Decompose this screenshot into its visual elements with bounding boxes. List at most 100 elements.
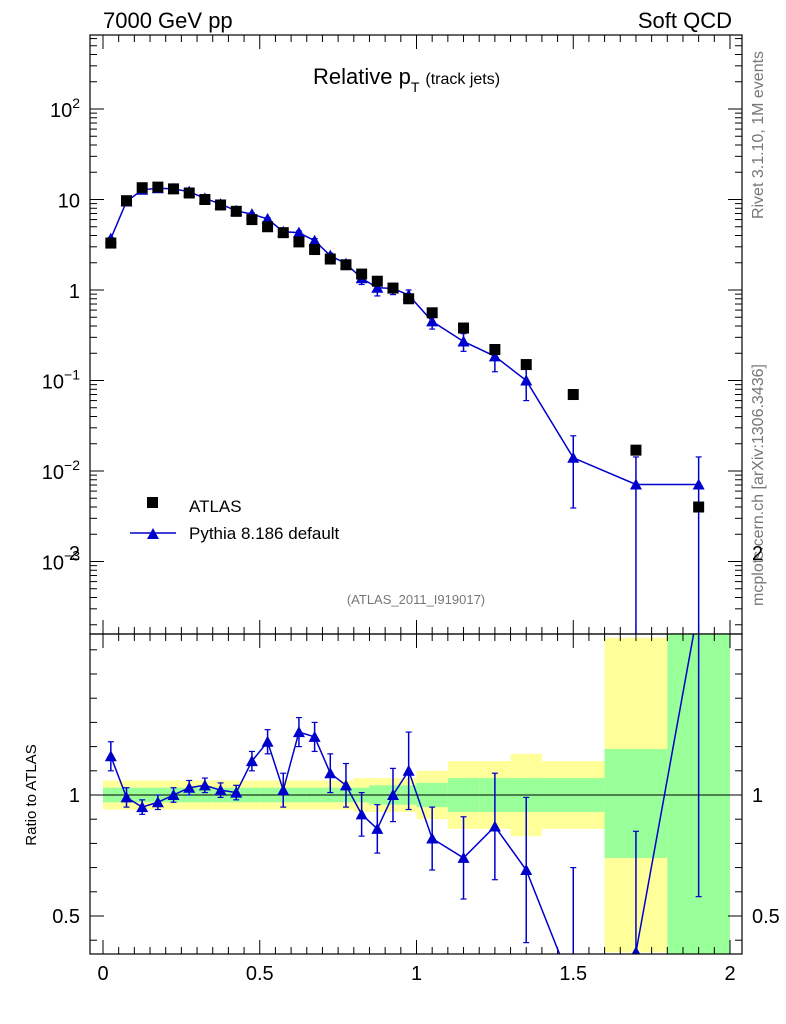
ratio-ylabel: Ratio to ATLAS bbox=[23, 744, 40, 845]
ratio-point bbox=[292, 726, 305, 738]
mc-point bbox=[567, 451, 580, 463]
ratio-y-tick-label-left: 0.5 bbox=[52, 906, 80, 928]
data-point bbox=[693, 501, 705, 513]
data-series bbox=[105, 181, 705, 513]
ratio-point bbox=[520, 864, 533, 876]
main-y-tick-label: 102 bbox=[50, 95, 80, 122]
ratio-y-tick-label-left: 1 bbox=[69, 785, 80, 807]
legend: ATLAS Pythia 8.186 default bbox=[130, 497, 340, 543]
legend-mc-marker bbox=[147, 528, 159, 539]
main-y-tick-label: 10 bbox=[58, 191, 80, 213]
data-point bbox=[489, 344, 501, 356]
data-point bbox=[105, 237, 117, 249]
ratio-point bbox=[104, 750, 117, 762]
mc-line bbox=[110, 187, 699, 486]
data-point bbox=[309, 244, 321, 256]
analysis-tag: (ATLAS_2011_I919017) bbox=[347, 592, 485, 607]
ratio-point bbox=[230, 786, 243, 798]
ratio-point bbox=[136, 801, 149, 813]
ratio-y-tick-label-left: 2 bbox=[69, 543, 80, 565]
data-point bbox=[215, 199, 227, 211]
main-y-tick-label: 10−3 bbox=[42, 548, 80, 575]
ratio-y-tick-label-right: 0.5 bbox=[752, 906, 780, 928]
ratio-point bbox=[183, 781, 196, 793]
ratio-point bbox=[214, 784, 227, 796]
ratio-point bbox=[371, 822, 384, 834]
main-frame bbox=[89, 34, 743, 635]
ratio-point bbox=[631, 946, 641, 954]
data-point bbox=[168, 183, 180, 195]
data-point bbox=[121, 195, 133, 207]
data-point bbox=[567, 389, 579, 401]
source-info: mcplots.cern.ch [arXiv:1306.3436] bbox=[750, 364, 767, 606]
mc-point bbox=[692, 478, 705, 490]
data-point bbox=[136, 182, 148, 194]
data-point bbox=[371, 275, 383, 287]
data-point bbox=[246, 214, 258, 226]
legend-mc-label: Pythia 8.186 default bbox=[189, 524, 340, 543]
ratio-point bbox=[308, 730, 321, 742]
mc-point bbox=[520, 374, 533, 386]
mc-point bbox=[457, 335, 470, 347]
data-point bbox=[262, 221, 274, 233]
ratio-panel: 0.5 0.5 1 1 2 2 0 0.5 1 1.5 2 Ratio to ATLAS bbox=[23, 543, 780, 985]
data-point bbox=[630, 444, 642, 456]
ratio-tick-labels: 0.5 0.5 1 1 2 2 0 0.5 1 1.5 2 bbox=[52, 543, 780, 985]
ratio-point bbox=[426, 832, 439, 844]
mc-point bbox=[371, 281, 384, 293]
data-point bbox=[183, 187, 195, 199]
ratio-point bbox=[245, 755, 258, 767]
legend-data-marker bbox=[147, 497, 158, 508]
rivet-info: Rivet 3.1.10, 1M events bbox=[750, 51, 767, 219]
main-y-tick-label: 1 bbox=[69, 281, 80, 303]
ratio-point bbox=[277, 784, 290, 796]
main-y-tick-label: 10−2 bbox=[42, 457, 80, 484]
ratio-series bbox=[104, 634, 702, 954]
ratio-point bbox=[402, 764, 415, 776]
ratio-point bbox=[488, 820, 501, 832]
data-point bbox=[356, 268, 368, 280]
x-tick-label: 1.5 bbox=[559, 963, 587, 985]
x-tick-label: 0 bbox=[97, 963, 108, 985]
ratio-point bbox=[386, 789, 399, 800]
mc-point bbox=[488, 350, 501, 362]
main-panel: 10−3 10−2 10−1 1 10 102 Relative pT (track jet… bbox=[42, 34, 743, 635]
mc-point bbox=[292, 226, 305, 238]
data-point bbox=[403, 293, 415, 305]
ratio-point bbox=[261, 735, 274, 747]
ratio-point bbox=[324, 767, 337, 779]
data-point bbox=[340, 259, 352, 271]
data-point bbox=[520, 359, 532, 371]
ratio-point bbox=[355, 808, 368, 820]
main-axis-ticks bbox=[90, 35, 742, 634]
plot-title: Relative pT (track jets) bbox=[313, 64, 500, 95]
mc-series bbox=[104, 182, 705, 634]
main-y-tick-labels: 10−3 10−2 10−1 1 10 102 bbox=[42, 95, 80, 575]
data-point bbox=[458, 322, 470, 334]
ratio-point bbox=[198, 779, 211, 791]
data-point bbox=[387, 282, 399, 294]
energy-label: 7000 GeV pp bbox=[103, 8, 233, 33]
data-point bbox=[230, 205, 242, 217]
data-point bbox=[426, 307, 438, 319]
data-point bbox=[293, 236, 305, 248]
ratio-point bbox=[457, 851, 470, 863]
mc-point bbox=[629, 478, 642, 490]
data-point bbox=[277, 227, 289, 239]
mc-point bbox=[261, 212, 274, 224]
ratio-point bbox=[151, 796, 164, 808]
data-point bbox=[324, 253, 336, 265]
main-y-tick-label: 10−1 bbox=[42, 367, 80, 394]
x-tick-label: 0.5 bbox=[246, 963, 274, 985]
ratio-frame bbox=[89, 633, 743, 955]
ratio-point bbox=[167, 789, 180, 800]
mc-point bbox=[308, 234, 321, 246]
data-point bbox=[152, 181, 164, 193]
x-tick-label: 2 bbox=[724, 963, 735, 985]
ratio-y-tick-label-right: 1 bbox=[752, 785, 763, 807]
ratio-point bbox=[120, 791, 133, 803]
x-tick-label: 1 bbox=[411, 963, 422, 985]
ratio-y-tick-label-right: 2 bbox=[752, 543, 763, 565]
ratio-point bbox=[339, 779, 352, 791]
